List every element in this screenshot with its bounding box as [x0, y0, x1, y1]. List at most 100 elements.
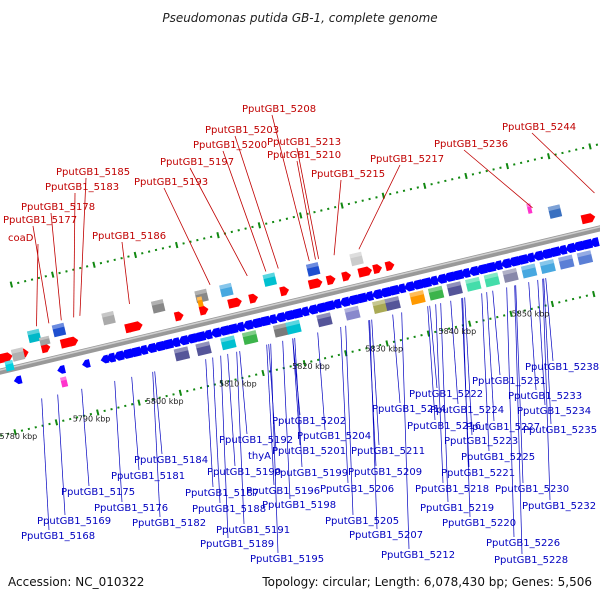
gene-label-forward: PputGB1_5213	[267, 137, 341, 148]
gene-label-forward: PputGB1_5200	[193, 140, 267, 151]
label-leader-lines	[32, 114, 595, 555]
gene-label-reverse: PputGB1_5214	[372, 404, 446, 415]
gene-arrow	[493, 260, 504, 271]
gene-label-reverse: PputGB1_5221	[441, 468, 515, 479]
gene-label-reverse: PputGB1_5187	[185, 488, 259, 499]
gene-label-reverse: PputGB1_5207	[349, 530, 423, 541]
gene-arrow	[443, 271, 456, 282]
gene-arrow	[100, 354, 110, 364]
gene-arrow	[371, 288, 383, 300]
gene-label-reverse: PputGB1_5209	[348, 467, 422, 478]
gene-arrow	[290, 307, 304, 319]
gene-label-reverse: PputGB1_5168	[21, 531, 95, 542]
gene-label-reverse: PputGB1_5219	[420, 503, 494, 514]
scale-label: 5830 kbp	[365, 344, 403, 353]
gene-label-forward: PputGB1_5178	[21, 202, 95, 213]
gene-label-reverse: PputGB1_5189	[200, 539, 274, 550]
gene-box	[10, 347, 26, 362]
gene-label-reverse: PputGB1_5202	[272, 416, 346, 427]
gene-label-forward: PputGB1_5186	[92, 231, 166, 242]
gene-label-reverse: PputGB1_5176	[94, 503, 168, 514]
gene-arrow	[580, 213, 596, 225]
scale-label: 5840 kbp	[438, 327, 476, 336]
gene-label-reverse: PputGB1_5216	[407, 421, 481, 432]
gene-label-reverse: PputGB1_5227	[466, 422, 540, 433]
gene-arrow	[476, 263, 488, 275]
gene-label-reverse: PputGB1_5204	[297, 431, 371, 442]
gene-label-reverse: PputGB1_5182	[132, 518, 206, 529]
gene-arrow	[82, 359, 91, 368]
gene-label-reverse: PputGB1_5238	[525, 362, 599, 373]
gene-box	[241, 330, 259, 346]
gene-arrow	[384, 261, 395, 272]
gene-box	[344, 305, 361, 321]
gene-arrow	[347, 294, 359, 306]
gene-box	[446, 281, 463, 297]
gene-arrow	[258, 315, 271, 327]
gene-label-reverse: PputGB1_5226	[486, 538, 560, 549]
gene-label-reverse: PputGB1_5224	[430, 405, 504, 416]
gene-label-forward: PputGB1_5217	[370, 154, 444, 165]
gene-label-reverse: PputGB1_5196	[246, 486, 320, 497]
gene-arrow	[341, 271, 352, 282]
gene-box	[558, 254, 575, 270]
gene-label-reverse: PputGB1_5231	[472, 376, 546, 387]
gene-arrow	[332, 298, 342, 309]
gene-arrow	[250, 317, 263, 329]
gene-label-reverse: PputGB1_5192	[219, 435, 293, 446]
gene-label-reverse: PputGB1_5169	[37, 516, 111, 527]
gene-arrow	[203, 329, 213, 340]
gene-box	[502, 267, 519, 283]
gene-arrow	[0, 352, 13, 364]
gene-label-reverse: PputGB1_5235	[523, 425, 597, 436]
gene-arrow	[508, 256, 521, 267]
gene-label-forward: PputGB1_5203	[205, 125, 279, 136]
gene-arrow	[242, 319, 254, 330]
gene-arrow	[161, 338, 175, 350]
gene-arrow	[325, 275, 336, 286]
gene-label-forward: PputGB1_5183	[45, 182, 119, 193]
summary-text: Topology: circular; Length: 6,078,430 bp…	[261, 575, 592, 589]
gene-label-forward: PputGB1_5208	[242, 104, 316, 115]
gene-arrow	[404, 281, 415, 292]
gene-box	[196, 296, 204, 308]
accession-text: Accession: NC_010322	[8, 575, 144, 589]
gene-box	[173, 346, 191, 362]
gene-arrow	[515, 254, 529, 265]
scale-label: 5850 kbp	[512, 310, 550, 319]
gene-box	[372, 299, 389, 314]
gene-box	[219, 282, 234, 298]
gene-arrow	[121, 348, 134, 359]
gene-arrow	[275, 312, 286, 323]
gene-arrow	[461, 267, 471, 278]
gene-label-reverse: PputGB1_5230	[495, 484, 569, 495]
gene-arrow	[40, 343, 51, 354]
gene-label-reverse: PputGB1_5201	[272, 446, 346, 457]
gene-arrow	[68, 336, 79, 347]
gene-box	[220, 335, 237, 351]
gene-box	[101, 310, 116, 326]
gene-box	[520, 263, 538, 279]
scale-ticks: 5780 kbp 5790 kbp 5800 kbp 5810 kbp 5820 kbp…	[0, 310, 549, 441]
gene-arrow	[314, 302, 327, 313]
gene-arrow	[153, 340, 166, 352]
gene-box	[195, 341, 212, 357]
gene-arrow	[468, 265, 480, 277]
gene-label-reverse: PputGB1_5184	[134, 455, 208, 466]
gene-features	[0, 203, 600, 388]
gene-label-forward: coaD	[8, 233, 34, 244]
gene-label-reverse: PputGB1_5220	[442, 518, 516, 529]
gene-box	[409, 290, 426, 306]
gene-label-forward: PputGB1_5185	[56, 167, 130, 178]
gene-arrow	[396, 283, 407, 294]
gene-box	[150, 299, 166, 314]
gene-label-reverse: PputGB1_5188	[192, 504, 266, 515]
gene-box	[349, 251, 364, 267]
gene-arrow	[411, 279, 424, 290]
gene-label-forward: PputGB1_5177	[3, 215, 77, 226]
gene-label-forward: PputGB1_5236	[434, 139, 508, 150]
gene-arrow	[322, 300, 336, 311]
gene-label-reverse: PputGB1_5222	[409, 389, 483, 400]
gene-box	[285, 319, 302, 335]
gene-arrow	[525, 252, 536, 263]
